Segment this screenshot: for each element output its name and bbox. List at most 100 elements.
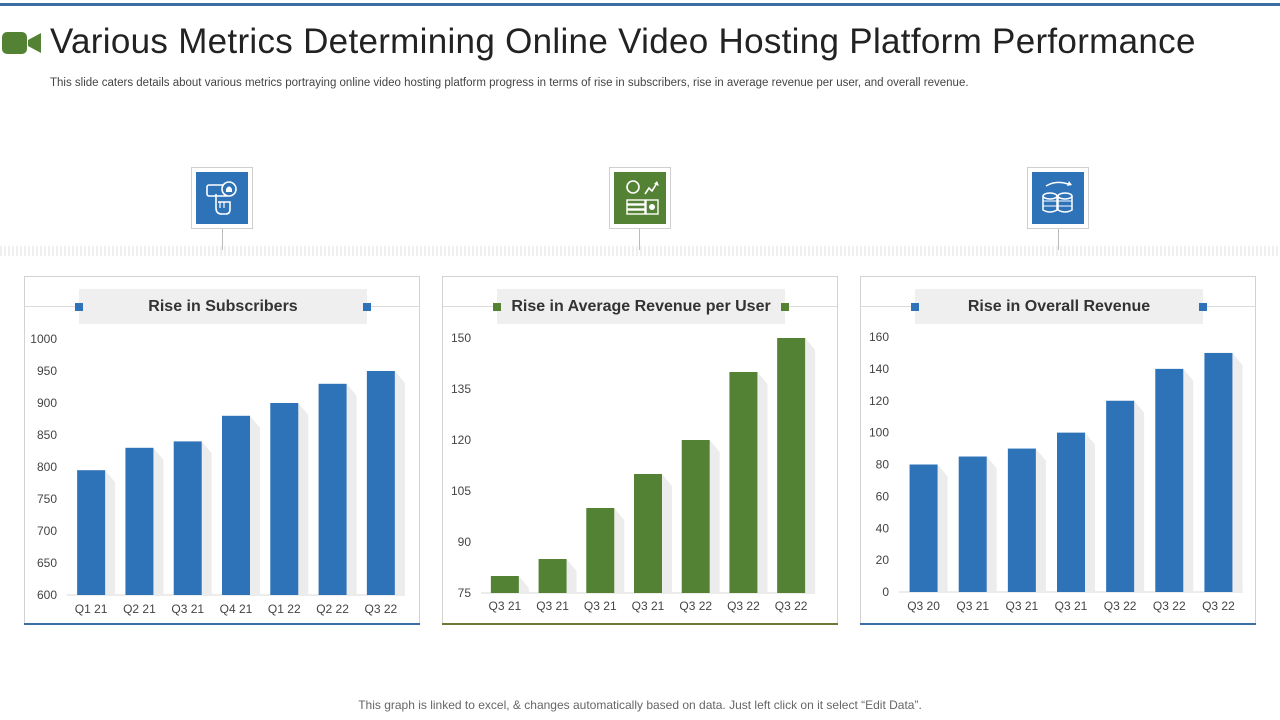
bar-shadow	[250, 415, 260, 595]
panel-bottom-rule	[442, 623, 838, 625]
y-tick-label: 100	[869, 426, 889, 440]
bar-shadow	[757, 372, 768, 593]
x-tick-label: Q3 21	[632, 599, 665, 613]
x-tick-label: Q3 21	[171, 602, 204, 616]
overall-revenue-bar-chart: 0 20 40 60 80 100 120 140 160 Q3 20 Q3 21 Q3 21 Q3 2…	[869, 330, 1243, 613]
money-growth-icon	[614, 172, 666, 224]
y-tick-label: 135	[451, 382, 471, 396]
bar-shadow	[937, 464, 948, 592]
x-tick-label: Q3 22	[1153, 599, 1186, 613]
x-tick-label: Q3 22	[365, 602, 398, 616]
panel-bottom-rule	[860, 623, 1256, 625]
y-tick-label: 0	[882, 585, 889, 599]
arpu-icon-box	[609, 167, 671, 229]
y-tick-label: 140	[869, 362, 889, 376]
bar	[729, 372, 758, 593]
chart-title: Rise in Average Revenue per User	[497, 289, 785, 324]
x-tick-label: Q3 21	[536, 599, 569, 613]
bar	[1057, 432, 1085, 592]
y-tick-label: 105	[451, 484, 471, 498]
y-tick-label: 900	[37, 396, 57, 410]
x-tick-label: Q3 21	[1006, 599, 1039, 613]
y-tick-label: 75	[458, 586, 472, 600]
x-tick-label: Q3 21	[956, 599, 989, 613]
bar	[125, 447, 154, 595]
y-tick-label: 80	[876, 458, 890, 472]
legend-square	[1199, 303, 1207, 311]
bar-shadow	[105, 470, 116, 595]
bar-shadow	[153, 447, 164, 595]
y-tick-label: 40	[876, 521, 890, 535]
y-tick-label: 800	[37, 460, 57, 474]
subscribers-icon-box	[191, 167, 253, 229]
top-accent-rule	[0, 3, 1280, 6]
arpu-chart-panel: Rise in Average Revenue per User 75 90 105…	[442, 276, 838, 625]
page-subtitle: This slide caters details about various …	[50, 77, 969, 89]
video-camera-icon	[2, 32, 41, 54]
y-tick-label: 750	[37, 492, 57, 506]
bar	[1007, 448, 1036, 592]
legend-square	[911, 303, 919, 311]
bar	[538, 559, 567, 593]
bar-shadow	[518, 576, 529, 593]
bar	[366, 371, 395, 595]
bar	[777, 338, 806, 593]
x-tick-label: Q1 22	[268, 602, 301, 616]
panel-bottom-rule	[24, 623, 420, 625]
bar-shadow	[201, 441, 212, 595]
bar	[586, 508, 615, 593]
x-tick-label: Q3 21	[489, 599, 522, 613]
y-tick-label: 700	[37, 524, 57, 538]
x-tick-label: Q2 22	[316, 602, 349, 616]
y-tick-label: 90	[458, 535, 472, 549]
bar	[490, 576, 519, 593]
y-tick-label: 20	[876, 553, 890, 567]
y-tick-label: 120	[451, 433, 471, 447]
bar	[270, 403, 299, 595]
x-tick-label: Q3 22	[775, 599, 808, 613]
bar-shadow	[614, 508, 625, 593]
overall-revenue-chart-panel: Rise in Overall Revenue 0 20 40 60 80 100 120 1…	[860, 276, 1256, 625]
y-tick-label: 60	[876, 489, 890, 503]
y-tick-label: 120	[869, 394, 889, 408]
y-tick-label: 160	[869, 330, 889, 344]
legend-square	[781, 303, 789, 311]
legend-square	[363, 303, 371, 311]
y-tick-label: 600	[37, 588, 57, 602]
y-tick-label: 850	[37, 428, 57, 442]
x-tick-label: Q3 20	[907, 599, 940, 613]
x-tick-label: Q2 21	[123, 602, 156, 616]
bar	[1204, 352, 1233, 592]
bar-shadow	[662, 474, 672, 593]
x-tick-label: Q3 21	[584, 599, 617, 613]
chart-title: Rise in Subscribers	[79, 289, 367, 324]
bar-shadow	[298, 403, 309, 595]
bar-shadow	[394, 371, 405, 595]
x-tick-label: Q3 22	[727, 599, 760, 613]
bar	[222, 415, 250, 595]
y-tick-label: 650	[37, 556, 57, 570]
bar	[318, 383, 347, 595]
bar	[634, 474, 662, 593]
chart-title: Rise in Overall Revenue	[915, 289, 1203, 324]
coins-growth-icon	[1032, 172, 1084, 224]
x-tick-label: Q3 22	[1202, 599, 1235, 613]
x-tick-label: Q3 22	[1104, 599, 1137, 613]
page-title: Various Metrics Determining Online Video…	[50, 22, 1196, 61]
bar-shadow	[709, 440, 720, 593]
bar	[909, 464, 938, 592]
y-tick-label: 1000	[30, 332, 57, 346]
subscribers-bar-chart: 600 650 700 750 800 850 900 950 1000 Q1 21 Q2 21 Q3…	[30, 332, 405, 616]
bar-shadow	[1134, 400, 1145, 592]
x-tick-label: Q3 21	[1055, 599, 1088, 613]
legend-square	[493, 303, 501, 311]
bar-shadow	[1035, 448, 1046, 592]
y-tick-label: 950	[37, 364, 57, 378]
bar-shadow	[346, 383, 357, 595]
bar-shadow	[805, 338, 816, 593]
bar-shadow	[1183, 368, 1194, 592]
bar	[173, 441, 202, 595]
connector-band	[0, 246, 1280, 256]
bar	[681, 440, 710, 593]
revenue-icon-box	[1027, 167, 1089, 229]
